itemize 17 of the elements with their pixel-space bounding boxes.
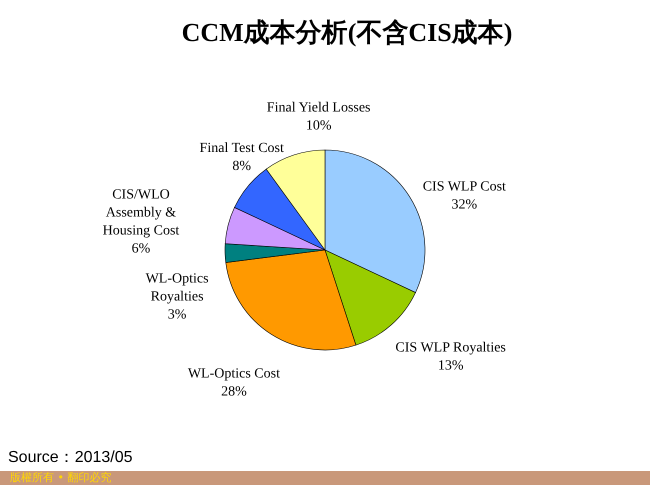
source-note: Source：2013/05 <box>8 448 133 468</box>
data-label: 10% <box>306 118 332 134</box>
slice-label: Final Test Cost <box>200 141 284 156</box>
chart-title: CCM成本分析(不含CIS成本) <box>182 18 512 47</box>
slice-label: CIS/WLO Assembly & Housing Cost <box>102 188 180 239</box>
slice-label: WL-Optics Cost <box>188 366 280 382</box>
footer-strip: 版權所有 • 翻印必究 <box>0 471 650 485</box>
slice-label: CIS WLP Royalties <box>395 340 506 356</box>
data-label: 8% <box>232 159 252 174</box>
data-label: 6% <box>132 242 151 257</box>
data-label: 3% <box>168 308 187 323</box>
slice-label: WL-Optics Royalties <box>146 272 209 305</box>
slice-label: Final Yield Losses <box>266 100 370 116</box>
data-label: 28% <box>221 384 248 400</box>
data-label: 13% <box>438 358 464 374</box>
slice-label: CIS WLP Cost <box>422 180 506 195</box>
data-label: 32% <box>451 198 478 213</box>
